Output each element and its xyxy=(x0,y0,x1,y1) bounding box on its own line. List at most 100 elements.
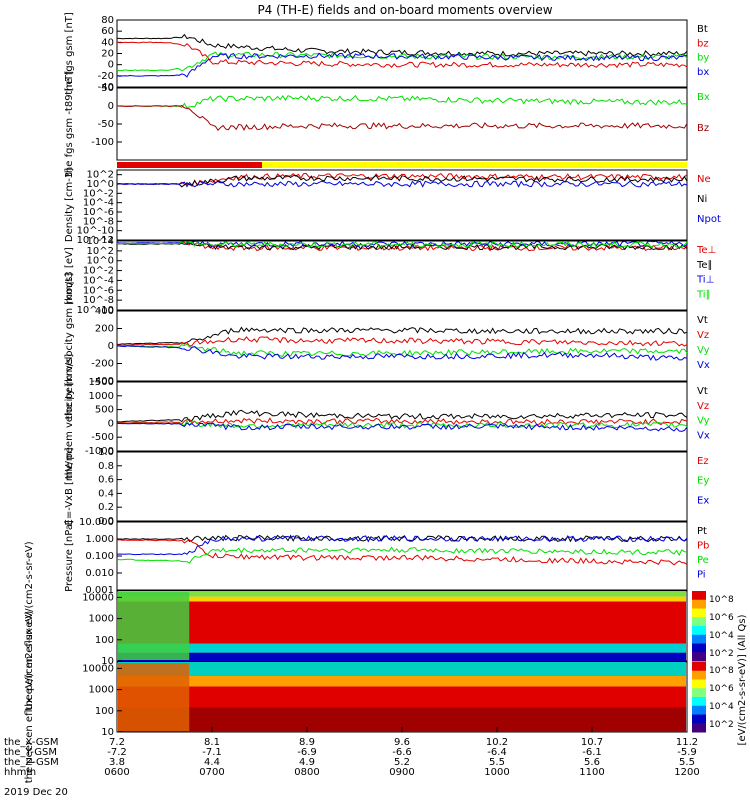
y-tick-label: 10^4 xyxy=(87,236,114,247)
y-tick-label: 1500 xyxy=(89,377,114,388)
series-line-Vy xyxy=(117,343,688,357)
colorbar-segment xyxy=(692,688,706,698)
time-row-value: 0600 xyxy=(104,767,129,778)
colorbar-segment xyxy=(692,634,706,644)
y-tick-label: -500 xyxy=(91,432,114,443)
time-row-value: 5.5 xyxy=(489,757,505,768)
panel-2: the fgs gsm -t89 [nT] 50 0 -50 -100 Bx Bz xyxy=(64,71,710,177)
colorbar-tick-label: 10^4 xyxy=(709,631,734,641)
colorbar-segment xyxy=(692,662,706,672)
time-row-value: 8.9 xyxy=(299,737,315,748)
y-tick-label: 400 xyxy=(95,306,114,317)
legend-label: Pe xyxy=(697,555,709,566)
colorbar-tick-label: 10^4 xyxy=(709,702,734,712)
legend-label: Bx xyxy=(697,92,710,103)
legend-label: Vz xyxy=(697,330,709,341)
colorbar-tick-label: 10^8 xyxy=(709,666,734,676)
spectrogram-band xyxy=(118,643,686,653)
series-line-Ne xyxy=(116,172,688,187)
legend-label: bz xyxy=(697,38,709,49)
series-line-Bz xyxy=(116,105,688,131)
y-tick-label: 10^-2 xyxy=(83,266,114,277)
y-tick-label: 0.100 xyxy=(85,551,114,562)
y-tick-label: 10^-4 xyxy=(83,198,114,209)
series-line-bz xyxy=(116,41,688,69)
colorbar-segment xyxy=(692,714,706,724)
legend-label: bx xyxy=(697,67,709,78)
panel-9: the peir en eflux eV/(cm2-s-sr-eV) 100001… xyxy=(24,541,688,711)
y-tick-label: -400 xyxy=(91,376,114,387)
series-line-bx xyxy=(116,52,688,78)
legend-label: Vy xyxy=(697,416,710,427)
legend-label: Te∥ xyxy=(696,260,713,271)
y-tick-label: 0.4 xyxy=(98,488,114,499)
panel-ylabel: the peer en eflux eV/(cm2-s-sr-eV) xyxy=(24,611,35,784)
series-line-Bt xyxy=(117,33,688,57)
y-tick-label: 10^-6 xyxy=(83,285,114,296)
legend-label: Te⊥ xyxy=(696,245,716,256)
series-line-Pe xyxy=(116,546,688,564)
time-row-value: 0900 xyxy=(389,767,414,778)
y-tick-label: 10000 xyxy=(82,663,114,674)
series-line-Bx xyxy=(116,94,688,109)
y-tick-label: 40 xyxy=(101,37,114,48)
legend-label: Ti⊥ xyxy=(696,275,714,286)
legend-label: Pb xyxy=(697,541,709,552)
y-tick-label: 10^0 xyxy=(87,256,114,267)
time-row-value: 8.1 xyxy=(204,737,220,748)
time-row-label: the_Z-GSM xyxy=(4,757,59,768)
panel-6: the peem velocity [km/s] 1500 1000 500 0 -500… xyxy=(64,354,710,479)
legend-label: Bz xyxy=(697,123,709,134)
time-row-value: 5.6 xyxy=(584,757,600,768)
panel-stack: the fgs gsm [nT] 806040200-20-40Btbzbybxt… xyxy=(24,12,721,783)
spectrogram-early-segment xyxy=(118,592,190,660)
colorbar-segment xyxy=(692,643,706,653)
colorbar-tick-label: 10^2 xyxy=(709,649,734,659)
panel-frame xyxy=(116,310,688,382)
y-tick-label: 1.0 xyxy=(98,447,114,458)
series-line-Vx xyxy=(116,422,688,432)
spectrogram xyxy=(118,591,686,661)
time-row-value: -7.1 xyxy=(202,747,222,758)
spectrogram-band xyxy=(118,596,686,602)
y-tick-label: -40 xyxy=(98,82,114,93)
colorbar-segment xyxy=(692,705,706,715)
y-tick-label: -20 xyxy=(98,71,114,82)
panel-frame xyxy=(116,87,688,161)
legend-label: Vt xyxy=(697,386,708,397)
time-row-value: -6.1 xyxy=(582,747,602,758)
spectrogram-band xyxy=(118,662,686,676)
y-tick-label: 10^-12 xyxy=(77,235,114,246)
panel-3: Density [cm-3] 10^210^010^-210^-410^-610^… xyxy=(64,168,721,246)
y-tick-label: 100 xyxy=(95,635,114,646)
y-tick-label: 10^-10 xyxy=(77,305,114,316)
time-row-value: 0700 xyxy=(199,767,224,778)
y-tick-label: 10.000 xyxy=(79,517,114,528)
series-line-Npot xyxy=(116,180,688,188)
y-tick-label: -100 xyxy=(91,137,114,148)
y-tick-label: 500 xyxy=(95,405,114,416)
time-axis: the_X-GSM 7.2 8.1 8.9 9.6 10.2 10.7 11.2 the_Y-G… xyxy=(4,727,700,778)
y-tick-label: 10^-2 xyxy=(83,188,114,199)
y-tick-label: 0 xyxy=(108,101,114,112)
y-tick-label: 10^-10 xyxy=(77,226,114,237)
y-tick-label: 0 xyxy=(108,418,114,429)
date-label: 2019 Dec 20 xyxy=(4,787,68,798)
colorbar-segment xyxy=(692,608,706,618)
panel-frame xyxy=(116,240,688,311)
legend-label: Ex xyxy=(697,495,709,506)
time-row-value: 5.5 xyxy=(679,757,695,768)
y-tick-label: 0.001 xyxy=(85,585,114,596)
spectrogram-early-segment xyxy=(118,663,190,731)
y-tick-label: 50 xyxy=(101,83,114,94)
legend-label: Npot xyxy=(697,214,721,225)
quality-flag-yellow xyxy=(262,162,687,168)
legend-label: Bt xyxy=(697,24,708,35)
y-tick-label: 0.2 xyxy=(98,502,114,513)
legend-label: Pt xyxy=(697,526,707,537)
series-line-Ni xyxy=(116,174,688,188)
panel-4: moqt3 [eV]10^410^210^010^-210^-410^-610^… xyxy=(64,236,716,316)
time-row-label: the_X-GSM xyxy=(4,737,58,748)
series-line-Ti∥ xyxy=(116,240,688,248)
series-line-Vz xyxy=(116,336,688,347)
